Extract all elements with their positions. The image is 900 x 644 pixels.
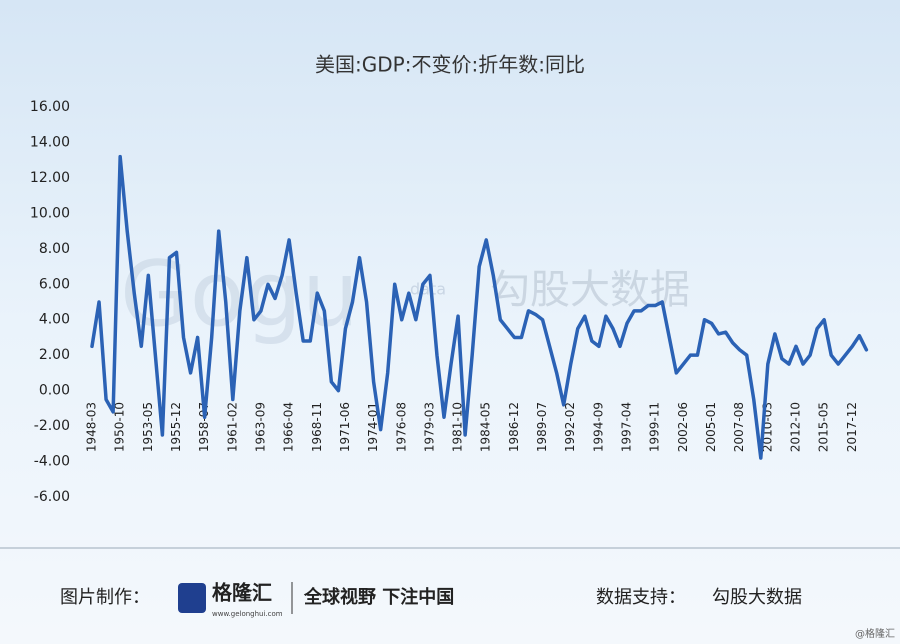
x-tick-label: 1999-11 (648, 402, 662, 452)
x-tick-label: 1968-11 (310, 402, 324, 452)
x-tick-label: 2012-10 (789, 402, 803, 452)
x-tick-label: 1953-05 (141, 402, 155, 452)
y-tick-label: -4.00 (34, 454, 70, 470)
x-tick-label: 1979-03 (422, 402, 436, 452)
x-tick-label: 1976-08 (394, 402, 408, 452)
watermark-text: 勾股大数据 (490, 267, 690, 313)
y-tick-label: 14.00 (30, 134, 70, 150)
x-tick-label: 1989-07 (535, 402, 549, 452)
x-tick-label: 1963-09 (253, 402, 267, 452)
footer-made-by: 图片制作： (60, 587, 150, 608)
y-tick-label: -6.00 (34, 489, 70, 505)
x-tick-label: 1992-02 (563, 402, 577, 452)
x-tick-label: 1950-10 (113, 402, 127, 452)
brand-logo (178, 583, 206, 613)
y-tick-label: 4.00 (39, 312, 70, 328)
footer-brand: 格隆汇 (212, 581, 272, 605)
footer-site: www.gelonghui.com (212, 610, 283, 618)
x-tick-label: 2007-08 (732, 402, 746, 452)
y-tick-label: 6.00 (39, 276, 70, 292)
x-tick-label: 1971-06 (338, 402, 352, 452)
x-tick-label: 1984-05 (479, 402, 493, 452)
x-tick-label: 2015-05 (817, 402, 831, 452)
y-tick-label: 10.00 (30, 205, 70, 221)
footer-credit: @格隆汇 (855, 627, 895, 640)
x-tick-label: 1958-07 (197, 402, 211, 452)
series-line (90, 154, 869, 460)
x-tick-label: 1986-12 (507, 402, 521, 452)
x-tick-label: 1966-04 (282, 402, 296, 452)
x-tick-label: 1974-01 (366, 402, 380, 452)
x-tick-label: 1981-10 (451, 402, 465, 452)
y-tick-label: 16.00 (30, 99, 70, 115)
x-tick-label: 2002-06 (676, 402, 690, 452)
footer-support: 数据支持： (596, 587, 686, 608)
x-tick-label: 2017-12 (845, 402, 859, 452)
x-tick-label: 1955-12 (169, 402, 183, 452)
footer-slogan: 全球视野 下注中国 (303, 586, 454, 608)
x-tick-label: 1948-03 (85, 402, 99, 452)
x-tick-label: 2005-01 (704, 402, 718, 452)
x-tick-label: 1997-04 (620, 402, 634, 452)
chart-title: 美国:GDP:不变价:折年数:同比 (315, 53, 585, 77)
footer-support-name: 勾股大数据 (712, 587, 802, 608)
watermark-sub: data (410, 280, 446, 299)
y-tick-label: -2.00 (34, 418, 70, 434)
x-tick-label: 1994-09 (591, 402, 605, 452)
y-tick-label: 0.00 (39, 383, 70, 399)
y-tick-label: 2.00 (39, 347, 70, 363)
y-tick-label: 8.00 (39, 241, 70, 257)
y-tick-label: 12.00 (30, 170, 70, 186)
x-tick-label: 1961-02 (225, 402, 239, 452)
